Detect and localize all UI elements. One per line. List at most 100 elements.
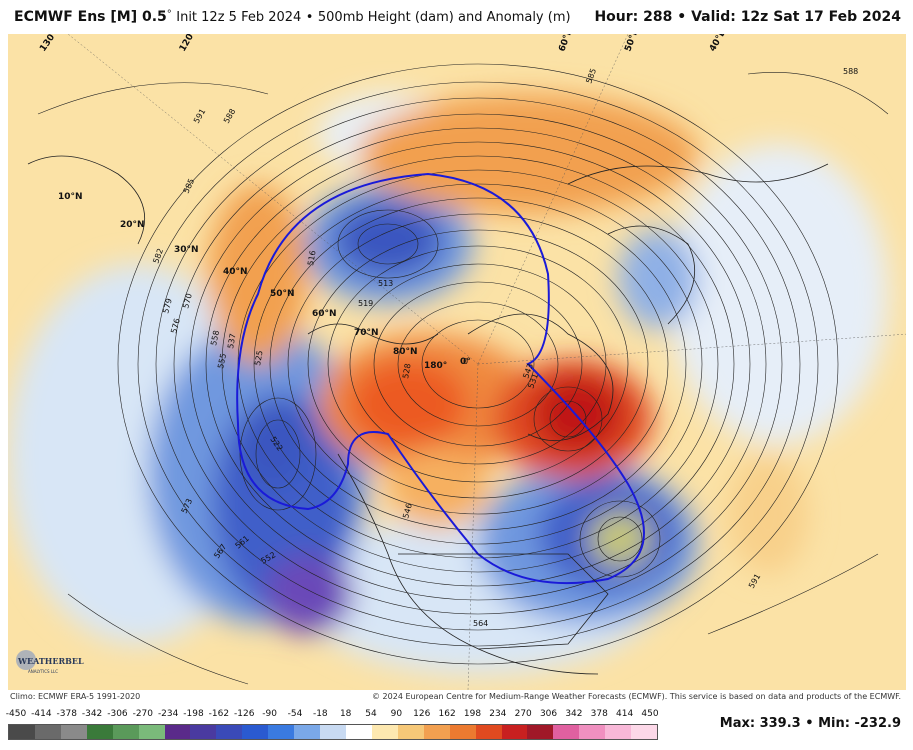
contour-label: 579	[161, 297, 174, 314]
colorbar-tick-label: -90	[262, 709, 277, 719]
colorbar-tick-label: 306	[539, 709, 558, 719]
anomaly-layer	[8, 94, 888, 674]
min-value: -232.9	[854, 716, 901, 731]
valid-time-info: Hour: 288 • Valid: 12z Sat 17 Feb 2024	[594, 9, 901, 25]
colorbar-tick-label: 234	[489, 709, 507, 719]
colorbar-swatch	[86, 725, 113, 739]
colorbar-swatch	[294, 725, 321, 739]
contour-label: 588	[843, 67, 858, 76]
max-min-stats: Max: 339.3 • Min: -232.9	[720, 716, 901, 731]
climo-credit: Climo: ECMWF ERA-5 1991-2020	[10, 692, 141, 701]
colorbar-swatch	[320, 725, 346, 739]
weatherbell-logo: WEATHERBELL ANALYTICS LLC	[14, 642, 90, 682]
lat-label: 30°N	[174, 245, 199, 255]
colorbar-tick-label: 54	[365, 709, 377, 719]
map-svg: 10°N 20°N 30°N 40°N 50°N 60°N 70°N 80°N …	[8, 34, 906, 690]
max-value: 339.3	[759, 716, 801, 731]
colorbar-swatch	[579, 725, 606, 739]
colorbar-swatch	[345, 725, 372, 739]
colorbar-swatch	[631, 725, 658, 739]
lat-label: 10°N	[58, 192, 83, 202]
height-contours	[37, 63, 889, 685]
colorbar-swatch	[242, 725, 269, 739]
logo-graphic: WEATHERBELL ANALYTICS LLC	[16, 650, 90, 674]
contour-label: 558	[209, 330, 221, 347]
colorbar-tick-label: -198	[183, 709, 204, 719]
contour-label: 537	[226, 333, 238, 350]
copyright-credit: © 2024 European Centre for Medium-Range …	[372, 692, 901, 701]
colorbar-tick-label: 90	[390, 709, 403, 719]
lat-label: 80°N	[393, 347, 418, 357]
init-time: Init 12z 5 Feb 2024	[176, 10, 302, 25]
chart-title: ECMWF Ens [M] 0.5° Init 12z 5 Feb 2024 •…	[14, 9, 571, 25]
colorbar-tick-label: 18	[339, 709, 352, 719]
colorbar-swatch	[475, 725, 502, 739]
colorbar-tick-label: -126	[234, 709, 255, 719]
graticule	[67, 34, 906, 690]
lat-label: 50°N	[270, 289, 295, 299]
contour-label: 546	[401, 502, 414, 519]
colorbar-swatch	[501, 725, 528, 739]
colorbar-tick-label: -378	[56, 709, 77, 719]
colorbar-tick-label: -342	[81, 709, 103, 719]
colorbar-tick-label: -414	[31, 709, 52, 719]
colorbar-tick-label: 378	[590, 709, 608, 719]
colorbar-tick-label: -18	[312, 709, 328, 719]
contour-label: 513	[378, 279, 393, 288]
latitude-labels: 10°N 20°N 30°N 40°N 50°N 60°N 70°N 80°N	[58, 192, 418, 357]
contour-label: 528	[401, 363, 413, 380]
colorbar-swatch	[216, 725, 243, 739]
contour-label: 0	[463, 357, 468, 366]
title-bullet: •	[305, 10, 314, 25]
colorbar-swatch	[112, 725, 139, 739]
colorbar-tick-label: -54	[287, 709, 303, 719]
colorbar-tick-label: 414	[616, 709, 634, 719]
valid-value: 12z Sat 17 Feb 2024	[740, 9, 901, 25]
colorbar-tick-label: 450	[641, 709, 659, 719]
colorbar-tick-label: -162	[208, 709, 230, 719]
svg-text:ANALYTICS LLC: ANALYTICS LLC	[28, 669, 58, 674]
lat-label: 20°N	[120, 220, 145, 230]
info-bullet: •	[677, 9, 687, 25]
colorbar-tick-label: -306	[107, 709, 128, 719]
colorbar-swatch	[449, 725, 476, 739]
svg-text:WEATHERBELL: WEATHERBELL	[17, 656, 84, 666]
colorbar-swatches	[8, 724, 658, 740]
colorbar-tick-label: 162	[438, 709, 456, 719]
min-label: Min:	[818, 716, 850, 731]
degree-sign: °	[166, 9, 172, 20]
contour-label: 525	[253, 350, 265, 367]
colorbar-swatch	[34, 725, 61, 739]
lat-label: 70°N	[354, 328, 379, 338]
anomaly-colorbar: -450 -414 -378 -342 -306 -270 -234 -198 -162 -126…	[6, 706, 659, 750]
colorbar-swatch	[605, 725, 632, 739]
colorbar-tick-label: 198	[463, 709, 482, 719]
coastlines	[27, 155, 829, 675]
valid-label: Valid:	[691, 9, 736, 25]
forecast-map[interactable]: 10°N 20°N 30°N 40°N 50°N 60°N 70°N 80°N …	[8, 34, 906, 690]
max-label: Max:	[719, 716, 756, 731]
contour-540	[236, 172, 645, 585]
field-name: 500mb Height (dam) and Anomaly (m)	[317, 10, 571, 25]
colorbar-tick-label: 126	[413, 709, 431, 719]
lon-label: 0°	[460, 357, 471, 367]
colorbar-swatch	[553, 725, 580, 739]
contour-label: 555	[216, 353, 228, 370]
colorbar-swatch	[371, 725, 398, 739]
colorbar-swatch	[423, 725, 450, 739]
colorbar-tick-label: 270	[514, 709, 532, 719]
lat-label: 40°N	[223, 267, 248, 277]
contour-label: 519	[358, 299, 373, 308]
colorbar-swatch	[397, 725, 424, 739]
colorbar-tick-label: -234	[157, 709, 179, 719]
colorbar-swatch	[9, 725, 35, 739]
contour-label: 516	[306, 250, 318, 267]
lat-label: 60°N	[312, 309, 337, 319]
header-bar: ECMWF Ens [M] 0.5° Init 12z 5 Feb 2024 •…	[0, 0, 913, 34]
colorbar-swatch	[268, 725, 295, 739]
contour-label: 576	[169, 317, 182, 334]
contour-label: 570	[181, 292, 194, 309]
colorbar-swatch	[60, 725, 87, 739]
colorbar-swatch	[164, 725, 191, 739]
colorbar-tick-label: -270	[132, 709, 154, 719]
